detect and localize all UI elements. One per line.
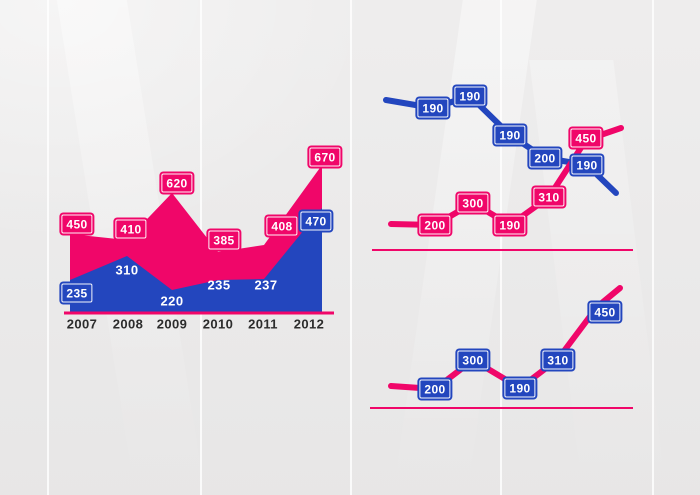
value-badge-pink: 450 [570,128,602,148]
value-badge-pink: 408 [266,216,298,236]
x-axis-year-label: 2012 [293,316,325,332]
value-badge-pink: 450 [61,214,93,234]
x-axis-year-label: 2011 [248,316,278,332]
value-badge-pink: 200 [419,215,451,235]
value-badge-pink: 300 [457,193,489,213]
value-badge-blue: 235 [61,283,93,303]
value-badge-pink: 190 [494,215,526,235]
x-axis-year-label: 2007 [66,316,98,332]
value-badge-blue: 200 [419,379,451,399]
value-badge-blue: 450 [589,302,621,322]
value-label-white: 237 [254,277,278,293]
value-badge-pink: 410 [115,219,147,239]
value-label-white: 310 [115,262,139,278]
panel-divider-line [652,0,654,495]
value-badge-blue: 190 [494,125,526,145]
panel-divider-line [500,0,502,495]
x-axis-year-label: 2009 [156,316,188,332]
x-axis-year-label: 2008 [112,316,144,332]
x-axis-year-label: 2010 [202,316,234,332]
value-badge-blue: 190 [454,86,486,106]
pink-line-series [388,285,623,392]
panel-divider-line [47,0,49,495]
value-label-white: 235 [207,277,231,293]
panel-divider-line [350,0,352,495]
value-badge-pink: 620 [161,173,193,193]
value-badge-blue: 190 [571,155,603,175]
value-badge-blue: 470 [300,211,332,231]
value-badge-blue: 190 [504,378,536,398]
value-label-white: 220 [160,293,184,309]
value-badge-pink: 310 [533,187,565,207]
area-chart [64,165,334,315]
value-badge-pink: 670 [309,147,341,167]
value-badge-blue: 190 [417,98,449,118]
value-badge-blue: 200 [529,148,561,168]
value-badge-blue: 310 [542,350,574,370]
value-badge-blue: 300 [457,350,489,370]
value-badge-pink: 385 [208,230,240,250]
blue-area-series [70,208,322,313]
